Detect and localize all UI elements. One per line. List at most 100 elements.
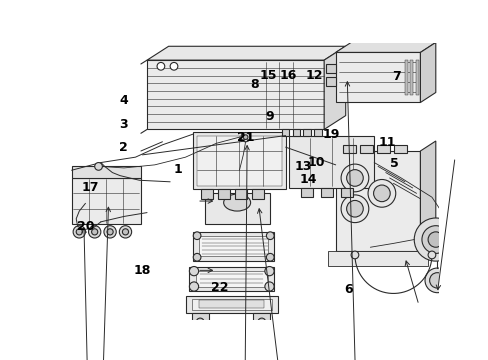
Circle shape [373, 185, 389, 202]
Bar [253, 313, 270, 322]
Circle shape [243, 135, 247, 139]
Text: 22: 22 [211, 281, 228, 294]
Text: 6: 6 [344, 283, 353, 296]
Circle shape [427, 232, 443, 247]
Bar [234, 189, 246, 199]
Circle shape [266, 253, 274, 261]
Circle shape [189, 282, 198, 291]
Circle shape [427, 251, 435, 259]
Bar [409, 60, 413, 95]
Polygon shape [335, 42, 435, 53]
Circle shape [341, 164, 368, 192]
Circle shape [424, 268, 449, 293]
Polygon shape [147, 46, 345, 60]
Bar [303, 130, 310, 136]
Text: 1: 1 [173, 163, 182, 176]
Text: 12: 12 [305, 69, 322, 82]
Text: 9: 9 [265, 110, 274, 123]
Circle shape [413, 218, 456, 261]
Text: 11: 11 [378, 136, 395, 149]
Circle shape [264, 266, 274, 276]
Bar [71, 166, 141, 178]
Bar [201, 189, 213, 199]
Text: 13: 13 [294, 160, 312, 173]
Bar [289, 136, 373, 188]
Circle shape [88, 226, 101, 238]
Bar [199, 237, 267, 256]
Bar [189, 266, 274, 291]
Circle shape [95, 163, 102, 170]
Bar [335, 53, 420, 103]
Circle shape [447, 280, 462, 296]
Circle shape [466, 278, 481, 293]
Circle shape [367, 180, 395, 207]
Text: 2: 2 [119, 141, 128, 154]
Circle shape [257, 318, 265, 326]
Circle shape [170, 62, 178, 70]
Circle shape [346, 170, 363, 186]
Bar [377, 145, 389, 153]
Circle shape [196, 318, 203, 326]
Bar [193, 132, 285, 189]
Text: 14: 14 [299, 172, 316, 185]
Bar [343, 145, 355, 153]
Circle shape [193, 232, 201, 239]
Bar [326, 77, 335, 86]
Bar [393, 145, 406, 153]
Ellipse shape [223, 194, 250, 211]
Bar [197, 136, 281, 186]
Circle shape [341, 195, 368, 222]
Circle shape [346, 201, 363, 217]
Bar [415, 60, 418, 95]
Bar [195, 271, 267, 287]
Bar [191, 299, 271, 310]
Bar [281, 130, 289, 136]
Text: 4: 4 [119, 94, 128, 107]
Circle shape [266, 232, 274, 239]
Circle shape [193, 253, 201, 261]
Bar [147, 60, 324, 130]
Circle shape [469, 282, 477, 289]
Bar [326, 64, 335, 73]
Circle shape [350, 251, 358, 259]
Bar [193, 232, 274, 261]
Text: 16: 16 [279, 68, 296, 82]
Circle shape [476, 203, 487, 214]
Bar [292, 130, 300, 136]
Text: 10: 10 [306, 156, 324, 169]
Bar [327, 251, 427, 266]
Bar [191, 313, 208, 322]
Bar [301, 188, 313, 197]
Circle shape [104, 226, 116, 238]
Polygon shape [420, 42, 435, 103]
Text: 15: 15 [260, 68, 277, 82]
Text: 5: 5 [389, 157, 398, 170]
Bar [71, 178, 141, 224]
Text: 19: 19 [322, 128, 339, 141]
Circle shape [119, 226, 131, 238]
Circle shape [421, 226, 449, 253]
Circle shape [264, 282, 274, 291]
Circle shape [241, 132, 250, 142]
Bar [335, 151, 420, 251]
Circle shape [189, 266, 198, 276]
Circle shape [157, 62, 164, 70]
Bar [251, 189, 264, 199]
Text: 20: 20 [77, 220, 94, 233]
Text: 3: 3 [120, 118, 128, 131]
Text: 21: 21 [237, 131, 254, 144]
Text: 18: 18 [133, 264, 150, 277]
Circle shape [429, 273, 444, 288]
Text: 8: 8 [249, 78, 258, 91]
Bar [321, 188, 333, 197]
Circle shape [122, 229, 128, 235]
Bar [404, 60, 407, 95]
Bar [341, 188, 353, 197]
Bar [313, 130, 321, 136]
Circle shape [450, 284, 458, 292]
Polygon shape [324, 46, 345, 130]
Bar [199, 300, 264, 308]
Circle shape [76, 229, 82, 235]
Text: 17: 17 [82, 181, 99, 194]
Bar [185, 296, 277, 313]
